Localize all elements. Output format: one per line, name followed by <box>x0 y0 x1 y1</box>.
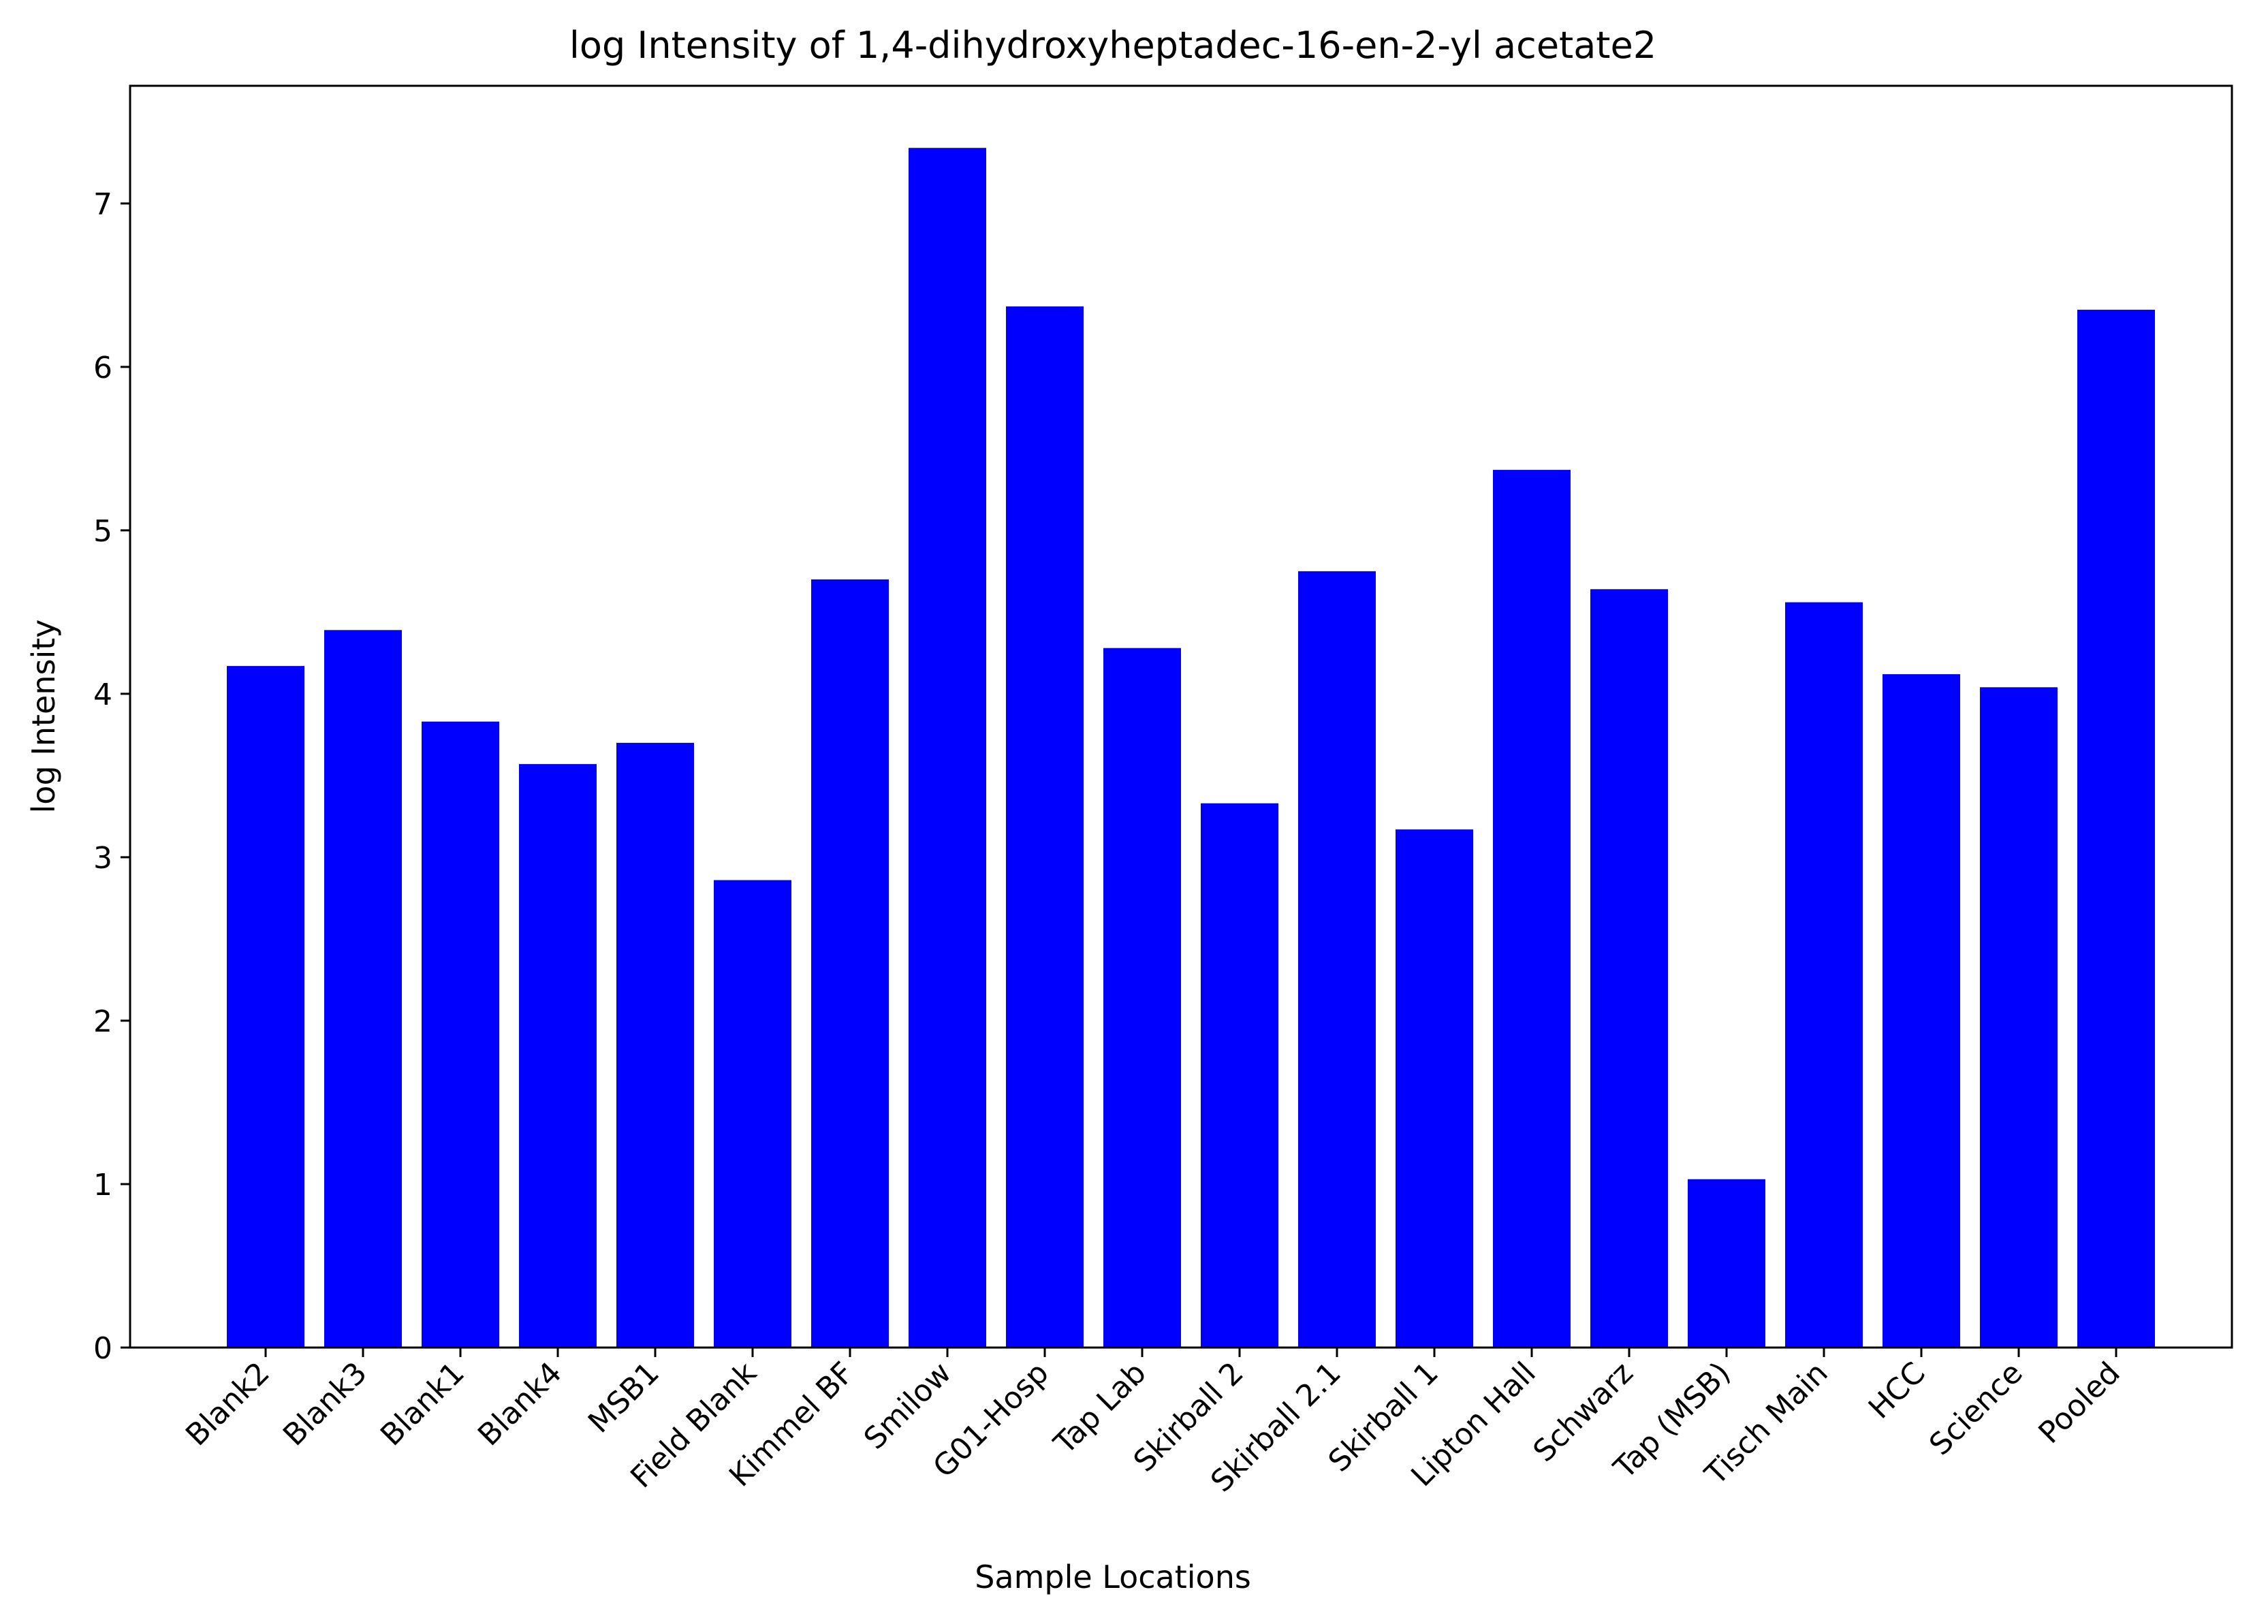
bar-science <box>1980 687 2058 1348</box>
bar-blank3 <box>324 630 402 1348</box>
bar-pooled <box>2077 309 2155 1348</box>
y-tick-label: 7 <box>93 187 112 222</box>
x-tick-label: Blank2 <box>179 1356 277 1453</box>
x-tick-label: Blank1 <box>374 1356 471 1453</box>
bar-blank1 <box>422 721 499 1348</box>
bar-skirball-2 <box>1201 803 1278 1348</box>
bar-skirball-1 <box>1396 829 1473 1348</box>
y-tick-label: 4 <box>93 678 112 712</box>
bar-tisch-main <box>1785 602 1863 1348</box>
plot-frame <box>129 84 2233 1349</box>
bar-tap-lab <box>1103 648 1181 1348</box>
bar-kimmel-bf <box>811 579 889 1348</box>
x-tick-label: Smilow <box>857 1356 958 1456</box>
bar-lipton-hall <box>1493 470 1571 1348</box>
bar-g01-hosp <box>1006 306 1084 1348</box>
bars-group <box>227 148 2155 1348</box>
bar-schwarz <box>1590 589 1668 1348</box>
y-tick-label: 1 <box>93 1168 112 1203</box>
bar-blank2 <box>227 666 304 1348</box>
y-tick-label: 2 <box>93 1004 112 1039</box>
y-tick-label: 6 <box>93 351 112 385</box>
bar-skirball-2-1 <box>1298 571 1376 1348</box>
y-tick-label: 5 <box>93 514 112 549</box>
bar-msb1 <box>616 742 694 1348</box>
chart-title: log Intensity of 1,4-dihydroxyheptadec-1… <box>569 24 1656 67</box>
y-tick-label: 0 <box>93 1331 112 1366</box>
bar-smilow <box>909 148 986 1348</box>
x-tick-label: HCC <box>1862 1356 1932 1426</box>
y-axis-label: log Intensity <box>25 620 62 814</box>
x-tick-label: Science <box>1923 1356 2030 1463</box>
bar-hcc <box>1883 674 1960 1348</box>
x-tick-label: Blank4 <box>471 1356 569 1453</box>
y-tick-label: 3 <box>93 841 112 876</box>
x-tick-label: MSB1 <box>582 1356 666 1440</box>
bar-tap-msb <box>1688 1179 1765 1348</box>
bar-field-blank <box>714 880 791 1348</box>
x-tick-label: Pooled <box>2032 1356 2126 1450</box>
bar-blank4 <box>519 764 597 1348</box>
x-axis-label: Sample Locations <box>975 1559 1251 1595</box>
y-axis: 0 1 2 3 4 5 6 7 <box>93 187 130 1366</box>
x-tick-label: Blank3 <box>277 1356 374 1453</box>
